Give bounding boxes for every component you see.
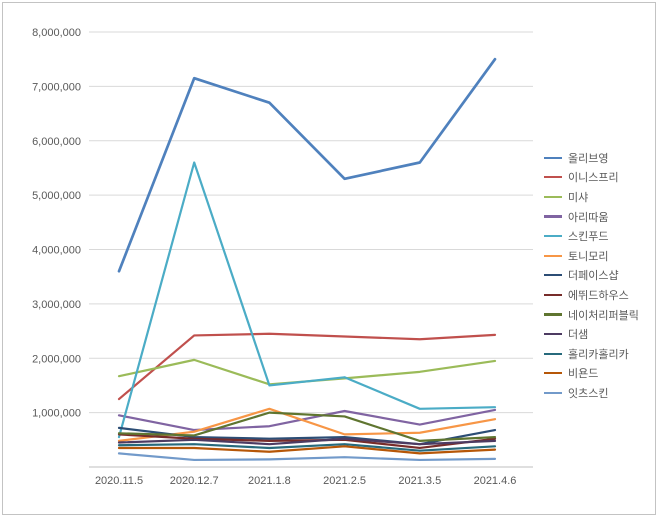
legend-line-swatch bbox=[544, 352, 562, 355]
chart-frame: 1,000,000 2,000,000 3,000,000 4,000,000 5,00… bbox=[2, 2, 656, 515]
legend-line-swatch bbox=[544, 195, 562, 199]
y-axis-tick-label: 6,000,000 bbox=[32, 136, 81, 148]
series-line bbox=[117, 161, 497, 439]
legend-item: 네이처리퍼블릭 bbox=[544, 305, 639, 325]
legend-line-swatch bbox=[544, 254, 562, 257]
legend-label: 더페이스샵 bbox=[568, 270, 619, 283]
legend-line-swatch bbox=[544, 293, 562, 297]
legend-label: 토니모리 bbox=[568, 250, 609, 263]
legend-item: 스킨푸드 bbox=[544, 226, 639, 246]
legend-label: 스킨푸드 bbox=[568, 231, 609, 244]
series-line bbox=[117, 332, 497, 401]
legend-item: 홀리카홀리카 bbox=[544, 344, 639, 364]
legend-label: 이니스프리 bbox=[568, 172, 619, 185]
legend-line-swatch bbox=[544, 313, 562, 316]
series-line bbox=[117, 443, 497, 452]
legend-item: 이니스프리 bbox=[544, 168, 639, 188]
x-axis-tick-label: 2021.3.5 bbox=[398, 475, 441, 487]
legend-item: 토니모리 bbox=[544, 246, 639, 266]
legend-line-swatch bbox=[544, 274, 562, 277]
legend-label: 올리브영 bbox=[568, 152, 609, 165]
legend-line-swatch bbox=[544, 176, 562, 179]
y-axis-tick-label: 2,000,000 bbox=[32, 353, 81, 365]
legend-label: 잇츠스킨 bbox=[568, 387, 609, 400]
series-line bbox=[117, 437, 497, 446]
legend-line-swatch bbox=[544, 391, 562, 395]
series-line bbox=[117, 407, 497, 442]
legend-line-swatch bbox=[544, 215, 562, 218]
legend-label: 미샤 bbox=[568, 191, 589, 204]
legend-line-swatch bbox=[544, 235, 562, 238]
legend-line-swatch bbox=[544, 333, 562, 336]
legend-label: 더샘 bbox=[568, 329, 589, 342]
legend-label: 네이처리퍼블릭 bbox=[568, 309, 639, 322]
y-axis-tick-label: 4,000,000 bbox=[32, 245, 81, 257]
legend-item: 비욘드 bbox=[544, 364, 639, 384]
x-axis-tick-label: 2020.12.7 bbox=[170, 475, 219, 487]
y-axis-tick-label: 3,000,000 bbox=[32, 299, 81, 311]
legend-line-swatch bbox=[544, 372, 562, 375]
y-axis-tick-label: 1,000,000 bbox=[32, 408, 81, 420]
legend-item: 에뛰드하우스 bbox=[544, 285, 639, 305]
legend-item: 아리따움 bbox=[544, 207, 639, 227]
x-axis-tick-label: 2020.11.5 bbox=[95, 475, 143, 487]
legend-label: 홀리카홀리카 bbox=[568, 348, 629, 361]
legend-label: 비욘드 bbox=[568, 368, 599, 381]
legend-label: 에뛰드하우스 bbox=[568, 289, 629, 302]
legend-item: 미샤 bbox=[544, 187, 639, 207]
legend-label: 아리따움 bbox=[568, 211, 609, 224]
y-axis-tick-label: 7,000,000 bbox=[32, 81, 81, 93]
y-axis-tick-label: 8,000,000 bbox=[32, 27, 81, 39]
series-line bbox=[117, 57, 497, 273]
legend-item: 올리브영 bbox=[544, 148, 639, 168]
x-axis-tick-label: 2021.2.5 bbox=[323, 475, 366, 487]
legend-item: 더페이스샵 bbox=[544, 266, 639, 286]
legend-item: 잇츠스킨 bbox=[544, 383, 639, 403]
series-line bbox=[117, 452, 497, 462]
legend-item: 더샘 bbox=[544, 324, 639, 344]
series-line bbox=[117, 411, 497, 442]
series-line bbox=[117, 408, 497, 432]
legend-line-swatch bbox=[544, 156, 562, 159]
x-axis-tick-label: 2021.1.8 bbox=[248, 475, 291, 487]
x-axis-tick-label: 2021.4.6 bbox=[474, 475, 517, 487]
line-chart-plot: 1,000,000 2,000,000 3,000,000 4,000,000 5,00… bbox=[32, 27, 533, 487]
y-axis-tick-label: 5,000,000 bbox=[32, 190, 81, 202]
series-line bbox=[117, 445, 497, 455]
